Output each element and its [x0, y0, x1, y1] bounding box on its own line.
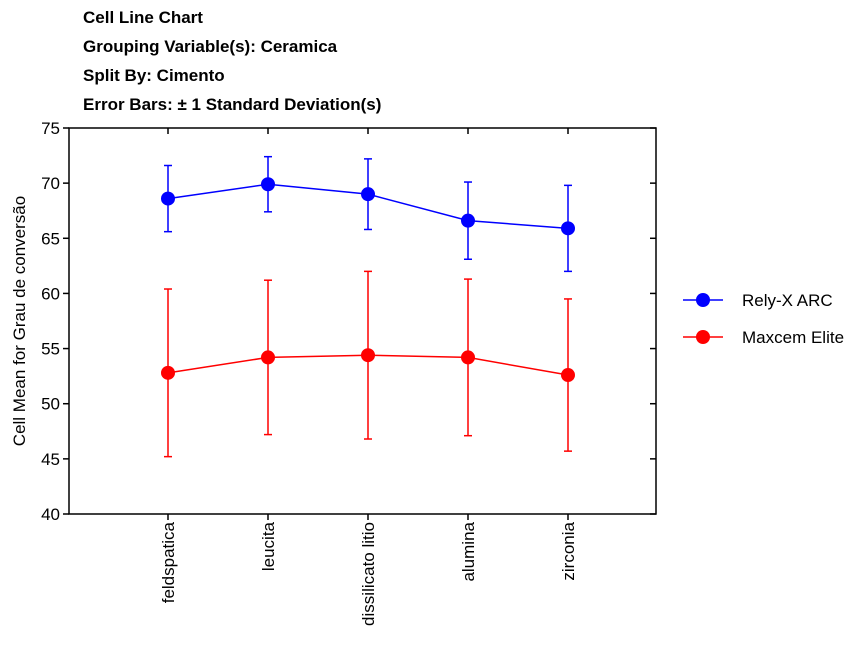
data-point	[561, 221, 575, 236]
y-tick-label: 70	[41, 174, 60, 193]
data-point	[261, 177, 275, 192]
x-category-label: dissilicato litio	[359, 522, 378, 626]
series-layer	[161, 155, 575, 458]
y-tick-label: 40	[41, 505, 60, 524]
chart-subtitle-grouping: Grouping Variable(s): Ceramica	[83, 37, 338, 56]
y-axis-ticks: 40 45 50 55 60 65 70 75	[41, 119, 656, 524]
y-tick-label: 50	[41, 395, 60, 414]
series-1	[161, 270, 575, 458]
chart-title: Cell Line Chart	[83, 8, 203, 27]
plot-frame	[68, 127, 657, 515]
y-tick-label: 75	[41, 119, 60, 138]
x-category-label: leucita	[259, 521, 278, 571]
legend-item: Maxcem Elite	[683, 328, 844, 347]
y-tick-label: 55	[41, 340, 60, 359]
x-axis-ticks: feldspatica leucita dissilicato litio alumi…	[159, 128, 578, 626]
x-category-label: feldspatica	[159, 521, 178, 603]
y-tick-label: 45	[41, 450, 60, 469]
legend-marker	[696, 293, 710, 307]
x-category-label: alumina	[459, 521, 478, 581]
data-point	[161, 191, 175, 206]
data-point	[361, 348, 375, 363]
data-point	[561, 368, 575, 383]
legend-marker	[696, 330, 710, 344]
y-tick-label: 60	[41, 284, 60, 303]
legend-label: Maxcem Elite	[742, 328, 844, 347]
chart-title-block: Cell Line Chart Grouping Variable(s): Ce…	[83, 8, 381, 114]
chart-subtitle-errorbars: Error Bars: ± 1 Standard Deviation(s)	[83, 95, 381, 114]
data-point	[361, 187, 375, 202]
y-axis-label: Cell Mean for Grau de conversão	[10, 196, 29, 446]
chart-subtitle-split: Split By: Cimento	[83, 66, 225, 85]
data-point	[261, 350, 275, 365]
series-0	[161, 155, 575, 273]
y-tick-label: 65	[41, 229, 60, 248]
x-category-label: zirconia	[559, 521, 578, 580]
data-point	[461, 350, 475, 365]
legend: Rely-X ARC Maxcem Elite	[683, 291, 844, 347]
legend-item: Rely-X ARC	[683, 291, 833, 310]
legend-label: Rely-X ARC	[742, 291, 833, 310]
data-point	[461, 213, 475, 228]
data-point	[161, 365, 175, 380]
